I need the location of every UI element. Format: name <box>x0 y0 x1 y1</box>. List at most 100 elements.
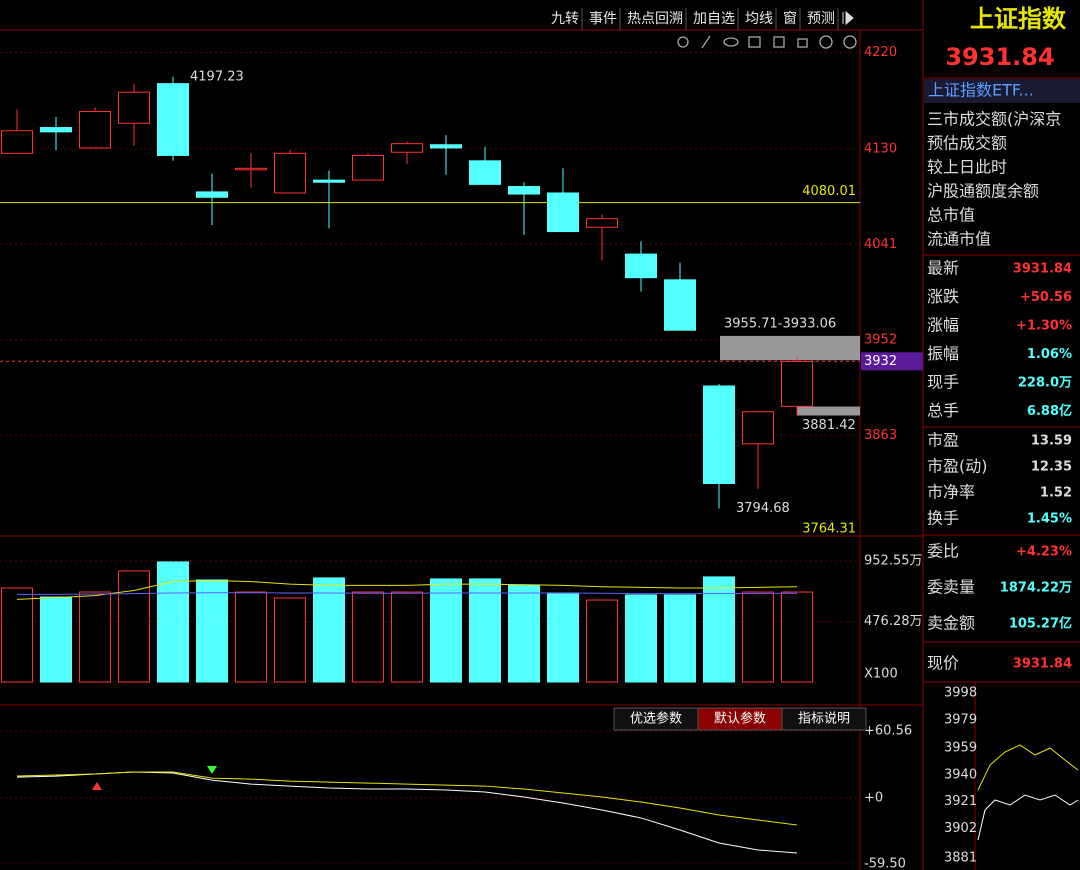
reference-label: 4080.01 <box>802 184 856 199</box>
candle-body <box>40 127 72 133</box>
volume-bar <box>79 591 111 683</box>
current-price-label: 3932 <box>864 354 897 369</box>
current-tag <box>861 352 923 371</box>
candle-body <box>430 144 462 149</box>
y-tick-label: 4041 <box>864 237 897 252</box>
mini-tick-label: 3979 <box>944 712 977 727</box>
stat-value: 3931.84 <box>1013 262 1072 277</box>
candle-body <box>235 167 267 171</box>
toolbar-arrow[interactable] <box>842 10 854 26</box>
toolbar-button[interactable]: 热点回溯 <box>627 11 683 27</box>
y-tick-label: -59.50 <box>864 856 906 870</box>
buy-arrow <box>92 782 102 790</box>
stat-label: 最新 <box>927 259 959 278</box>
stat-value: +4.23% <box>1016 545 1072 560</box>
high-label: 4197.23 <box>190 69 244 84</box>
volume-bar <box>664 594 696 683</box>
y-tick-label: 4220 <box>864 45 897 60</box>
volume-bar <box>508 584 540 683</box>
candle-body <box>79 110 111 149</box>
candle-body <box>313 179 345 183</box>
info-label: 三市成交额(沪深京 <box>927 110 1061 129</box>
stat-label: 卖金额 <box>927 614 975 633</box>
etf-bg <box>924 79 1080 103</box>
volume-bar <box>547 592 579 683</box>
volume-ma-line <box>17 592 798 595</box>
mini-price-line <box>977 794 1079 841</box>
stat-value: 13.59 <box>1031 434 1072 449</box>
volume-bar <box>625 594 657 683</box>
candle-body <box>196 191 228 198</box>
volume-bar <box>742 591 774 683</box>
info-label: 总市值 <box>927 206 975 225</box>
stat-label: 总手 <box>927 401 959 420</box>
stat-label: 现手 <box>927 373 959 392</box>
candle-body <box>391 143 423 153</box>
y-tick-label: 3863 <box>864 428 897 443</box>
support-label: 3881.42 <box>802 418 856 433</box>
mini-tick-label: 3940 <box>944 767 977 782</box>
volume-bar <box>1 587 33 683</box>
quote-name: 上证指数 <box>970 5 1067 33</box>
mini-avg-line <box>977 744 1079 791</box>
support-zone <box>797 406 860 416</box>
toolbar-button[interactable]: 事件 <box>589 11 617 27</box>
toolbar-button[interactable]: 窗 <box>783 10 797 27</box>
stat-label: 换手 <box>927 509 959 528</box>
candle-body <box>118 91 150 124</box>
stat-label: 委比 <box>927 542 959 561</box>
candle-body <box>547 192 579 233</box>
bottom-label: 3764.31 <box>802 522 856 537</box>
y-tick-label: 4130 <box>864 142 897 157</box>
candle-body <box>1 130 33 154</box>
stat-label: 现价 <box>927 654 959 673</box>
candle-body <box>625 253 657 279</box>
volume-bar <box>40 596 72 683</box>
stat-value: 1.52 <box>1040 486 1072 501</box>
volume-bar <box>235 591 267 683</box>
indicator-button[interactable]: 默认参数 <box>714 711 766 727</box>
stat-value: 6.88亿 <box>1027 403 1072 419</box>
gap-label: 3955.71-3933.06 <box>724 316 836 331</box>
quote-price: 3931.84 <box>945 43 1054 71</box>
indicator-button[interactable]: 指标说明 <box>798 712 850 727</box>
stat-label: 振幅 <box>927 344 959 363</box>
volume-ma-line <box>16 579 798 600</box>
toolbar-button[interactable]: 加自选 <box>693 11 735 27</box>
stat-label: 涨幅 <box>927 316 959 335</box>
candle-body <box>781 360 813 407</box>
stat-value: 1.06% <box>1027 347 1072 362</box>
indicator-button[interactable]: 优选参数 <box>630 711 682 727</box>
indicator-button-bg[interactable] <box>781 707 867 731</box>
volume-bar <box>703 576 735 683</box>
toolbar-button[interactable]: 预测 <box>807 11 835 27</box>
stat-value: 228.0万 <box>1018 376 1072 391</box>
candle-body <box>703 385 735 485</box>
mini-tick-label: 3902 <box>944 821 977 836</box>
mini-tick-label: 3959 <box>944 741 977 756</box>
low-label: 3794.68 <box>736 501 790 516</box>
info-label: 沪股通额度余额 <box>927 182 1039 201</box>
volume-bar <box>274 597 306 683</box>
stat-label: 委卖量 <box>927 578 975 597</box>
stat-value: 12.35 <box>1031 460 1072 475</box>
toolbar-button[interactable]: 九转 <box>551 11 579 27</box>
volume-bar <box>586 599 618 683</box>
stat-label: 市盈 <box>927 431 959 450</box>
info-label: 流通市值 <box>927 230 991 249</box>
volume-unit: X100 <box>864 667 898 682</box>
toolbar-icons[interactable] <box>677 35 857 49</box>
y-tick-label: 3952 <box>864 332 897 347</box>
volume-bar <box>196 579 228 683</box>
volume-bar <box>313 577 345 683</box>
volume-bar <box>430 578 462 683</box>
volume-bar <box>391 591 423 683</box>
candle-body <box>157 83 189 156</box>
toolbar-button[interactable]: 均线 <box>745 11 773 27</box>
y-tick-label: 952.55万 <box>864 553 923 568</box>
stat-value: +1.30% <box>1016 319 1072 334</box>
etf-link[interactable]: 上证指数ETF... <box>928 81 1034 100</box>
